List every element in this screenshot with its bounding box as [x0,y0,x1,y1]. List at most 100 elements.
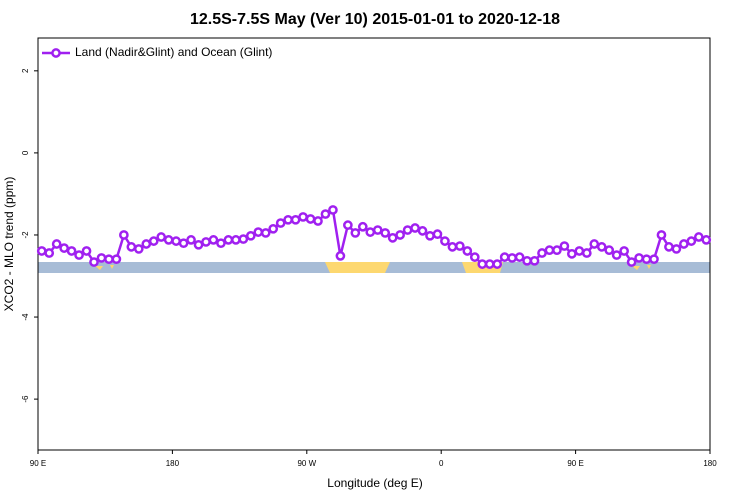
data-point [671,244,682,254]
data-point [440,236,450,246]
data-point [186,235,196,245]
data-point [395,230,405,240]
legend-marker [51,48,61,58]
data-point [469,252,480,262]
data-point [59,243,69,253]
data-point [372,225,383,235]
x-tick-label: 90 E [30,459,46,468]
data-point [522,255,532,266]
data-point [36,246,47,256]
data-point [156,232,167,242]
data-point [701,235,712,245]
data-point [126,242,137,252]
data-point [350,228,361,238]
data-point [455,241,465,251]
x-tick-label: 90 E [567,459,583,468]
data-point [119,230,129,240]
data-point [507,253,517,263]
data-point [447,242,458,252]
chart-title: 12.5S-7.5S May (Ver 10) 2015-01-01 to 20… [190,11,560,28]
x-axis-label: Longitude (deg E) [327,476,422,490]
y-tick-label: -6 [21,395,30,403]
data-point [619,246,629,256]
data-point [417,226,428,236]
data-point [238,234,249,244]
data-point [380,228,391,238]
data-point [589,239,600,249]
data-point [574,246,585,256]
data-point [96,253,107,263]
data-point [74,250,84,260]
land-band [325,262,390,273]
data-point [559,241,570,251]
x-tick-label: 90 W [297,459,316,468]
data-point [275,218,286,228]
data-point [81,246,92,256]
data-point [290,214,301,225]
data-point [462,246,473,256]
data-point [567,248,577,259]
data-point [148,236,159,246]
data-point [260,228,271,238]
data-point [253,227,264,237]
data-point [193,239,204,250]
data-point [596,242,607,252]
y-tick-label: 0 [21,150,30,155]
data-point [163,235,174,245]
data-point [477,259,488,269]
x-tick-label: 180 [166,459,180,468]
data-point [357,221,368,232]
data-point [328,205,338,215]
data-point [664,242,674,252]
y-tick-label: 2 [21,68,30,73]
data-point [216,238,226,249]
data-point [537,248,547,258]
series-line [41,207,707,266]
data-point [432,229,443,240]
data-point [552,245,562,256]
data-point [305,214,316,224]
data-point [425,230,435,241]
data-point [178,238,189,249]
data-point [544,245,555,256]
data-point [313,216,323,226]
surface-band [38,262,710,273]
data-point [581,248,592,258]
data-point [402,225,413,235]
data-point [51,239,62,249]
data-point [111,254,122,265]
data-point [499,252,510,262]
data-point [626,257,637,267]
data-point [484,259,495,269]
data-point [343,220,353,230]
data-point [656,230,667,240]
data-point [365,227,376,237]
data-point [686,236,697,246]
x-tick-label: 180 [703,459,717,468]
data-point [529,255,540,266]
data-point [89,257,99,267]
y-tick-label: -4 [21,313,30,321]
x-tick-label: 0 [439,459,444,468]
y-tick-label: -2 [21,231,30,239]
data-point [245,230,256,241]
data-point [693,232,704,242]
data-point [604,245,615,256]
data-point [133,244,144,254]
plot-frame [37,37,711,451]
data-point [223,235,234,245]
data-point [320,209,331,219]
data-point [649,254,659,265]
data-point [171,236,181,246]
data-point [44,248,55,258]
data-point [283,214,293,225]
data-point [66,246,77,256]
data-point [268,223,279,234]
y-axis-label: XCO2 - MLO trend (ppm) [2,177,16,312]
data-point [641,254,652,265]
data-point [387,232,398,243]
data-point [335,251,346,261]
data-point [410,223,420,233]
data-point [634,253,644,263]
